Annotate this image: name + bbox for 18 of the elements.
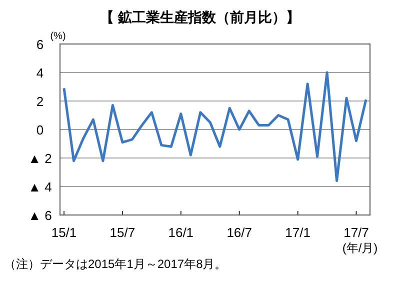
y-axis-title: (%) xyxy=(50,31,66,42)
x-axis-title: (年/月) xyxy=(342,241,378,255)
x-tick-label: 16/1 xyxy=(168,225,194,240)
x-tick-label: 16/7 xyxy=(226,225,252,240)
x-tick-label: 15/7 xyxy=(110,225,136,240)
y-tick-label: ▲ 4 xyxy=(28,180,52,194)
y-tick-label: ▲ 2 xyxy=(28,151,52,166)
x-tick-label: 15/1 xyxy=(51,225,77,240)
y-tick-label: 4 xyxy=(36,66,44,80)
x-tick-label: 17/7 xyxy=(344,225,369,240)
y-tick-label: 6 xyxy=(36,37,44,52)
y-tick-label: 0 xyxy=(36,122,44,138)
x-tick-label: 17/1 xyxy=(285,225,310,240)
y-tick-label: 2 xyxy=(36,94,44,109)
line-series xyxy=(62,71,368,182)
chart-title: 【 鉱工業生産指数（前月比）】 xyxy=(100,9,300,25)
text: （注）データは2015年1月～2017年8月。 xyxy=(4,257,227,271)
y-tick-label: ▲ 6 xyxy=(28,208,52,223)
